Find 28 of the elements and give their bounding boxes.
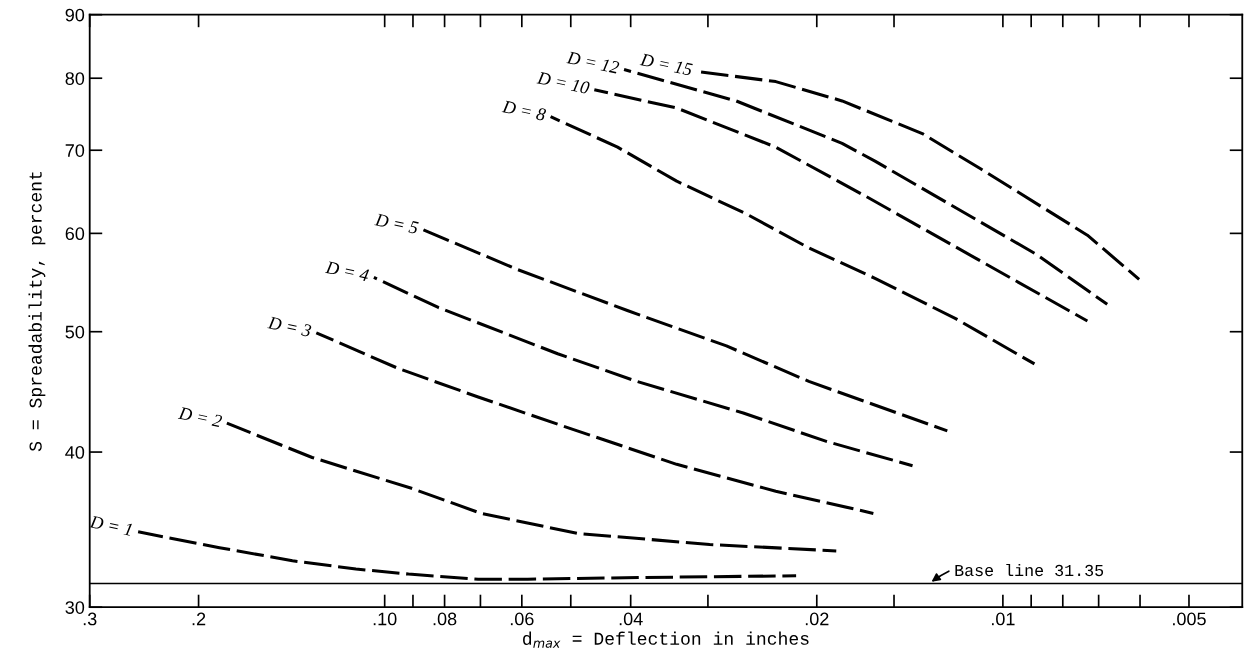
text: D = 3 xyxy=(267,316,312,338)
x-tick-label: .06 xyxy=(510,612,534,626)
y-tick-label: 40 xyxy=(65,445,85,459)
text: D = 15 xyxy=(639,53,693,76)
x-tick-label: .08 xyxy=(433,612,457,626)
text: D = 8 xyxy=(501,100,547,122)
y-tick-label: 80 xyxy=(65,72,85,85)
text: D = 1 xyxy=(89,515,133,536)
x-tick-label: .04 xyxy=(619,612,643,626)
x-tick-label: .005 xyxy=(1173,612,1206,626)
y-axis-title: S = Spreadability, percent xyxy=(28,171,46,452)
y-tick-label: 30 xyxy=(65,601,85,614)
y-tick-label: 60 xyxy=(65,227,85,241)
text: D = 4 xyxy=(324,260,370,282)
text: D = 10 xyxy=(536,71,591,95)
x-axis-title: d$_{max}$ = Deflection in inches xyxy=(523,631,809,648)
text: D = 2 xyxy=(177,406,223,428)
x-tick-label: .2 xyxy=(192,612,206,626)
y-tick-label: 50 xyxy=(65,325,85,339)
text: D = 5 xyxy=(374,213,419,235)
ref-line-label: Base line 31.35 xyxy=(955,563,1104,577)
x-tick-label: .3 xyxy=(83,612,97,626)
text: D = 12 xyxy=(566,51,620,74)
x-tick-label: .10 xyxy=(373,612,397,626)
x-tick-label: .02 xyxy=(805,612,829,626)
y-tick-label: 70 xyxy=(65,144,85,157)
x-tick-label: .01 xyxy=(991,612,1015,626)
y-tick-label: 90 xyxy=(65,8,85,22)
